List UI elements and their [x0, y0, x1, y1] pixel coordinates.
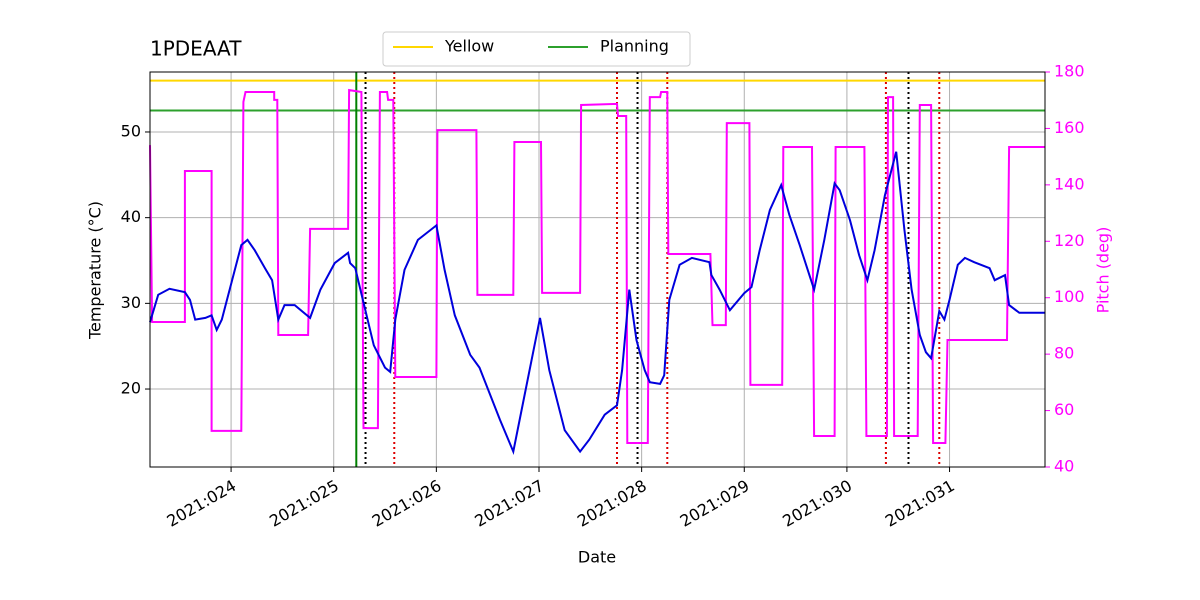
- y2-tick-label: 120: [1054, 231, 1085, 250]
- y2-axis-label: Pitch (deg): [1094, 227, 1113, 314]
- y-tick-label: 40: [121, 207, 141, 226]
- plot-frame: [149, 71, 1046, 468]
- y-tick-label: 30: [121, 293, 141, 312]
- series-line: [149, 151, 1045, 455]
- x-tick-label: 2021:027: [471, 476, 547, 531]
- legend-label: Yellow: [444, 37, 494, 56]
- y2-tick-label: 180: [1054, 62, 1085, 81]
- x-axis-label: Date: [578, 548, 616, 567]
- x-tick-label: 2021:024: [163, 476, 239, 531]
- y2-tick-label: 40: [1054, 457, 1074, 476]
- x-tick-label: 2021:031: [882, 476, 958, 531]
- x-tick-label: 2021:025: [266, 476, 342, 531]
- x-tick-label: 2021:030: [779, 476, 855, 531]
- y-tick-label: 50: [121, 121, 141, 140]
- y2-tick-label: 100: [1054, 287, 1085, 306]
- x-tick-label: 2021:029: [677, 476, 753, 531]
- legend-box: [382, 31, 691, 67]
- y-tick-label: 20: [121, 379, 141, 398]
- legend-label: Planning: [600, 37, 669, 56]
- x-tick-label: 2021:028: [574, 476, 650, 531]
- x-tick-label: 2021:026: [369, 476, 445, 531]
- y2-tick-label: 60: [1054, 400, 1074, 419]
- y2-tick-label: 160: [1054, 118, 1085, 137]
- y2-tick-label: 140: [1054, 174, 1085, 193]
- chart-title: 1PDEAAT: [150, 37, 242, 61]
- y2-tick-label: 80: [1054, 344, 1074, 363]
- series-line: [149, 88, 1045, 444]
- y-axis-label: Temperature (°C): [86, 201, 105, 340]
